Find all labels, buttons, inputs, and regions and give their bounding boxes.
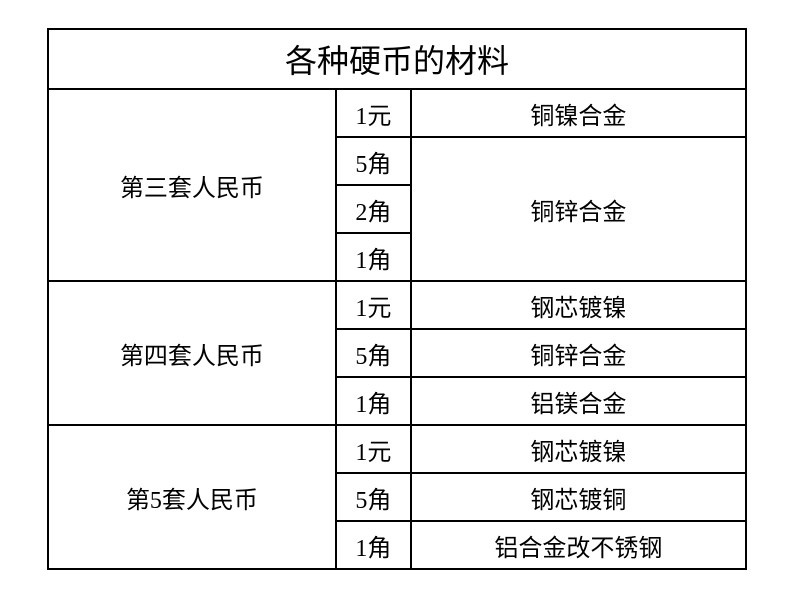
table-title-row: 各种硬币的材料 (48, 29, 746, 89)
table-title: 各种硬币的材料 (48, 29, 746, 89)
denomination-cell: 1元 (336, 89, 411, 137)
denomination-cell: 1角 (336, 233, 411, 281)
material-cell: 铜镍合金 (411, 89, 746, 137)
denomination-cell: 5角 (336, 137, 411, 185)
denomination-cell: 5角 (336, 473, 411, 521)
coin-materials-table: 各种硬币的材料 第三套人民币 1元 铜镍合金 5角 铜锌合金 2角 1角 第四套… (47, 28, 747, 570)
material-cell: 钢芯镀铜 (411, 473, 746, 521)
material-cell: 铜锌合金 (411, 329, 746, 377)
denomination-cell: 1元 (336, 425, 411, 473)
series-cell: 第四套人民币 (48, 281, 336, 425)
material-cell: 铝合金改不锈钢 (411, 521, 746, 569)
material-cell: 钢芯镀镍 (411, 425, 746, 473)
denomination-cell: 2角 (336, 185, 411, 233)
table-row: 第三套人民币 1元 铜镍合金 (48, 89, 746, 137)
denomination-cell: 1角 (336, 377, 411, 425)
denomination-cell: 1元 (336, 281, 411, 329)
material-cell: 铜锌合金 (411, 137, 746, 281)
material-cell: 钢芯镀镍 (411, 281, 746, 329)
series-cell: 第三套人民币 (48, 89, 336, 281)
denomination-cell: 5角 (336, 329, 411, 377)
table-row: 第四套人民币 1元 钢芯镀镍 (48, 281, 746, 329)
table-row: 第5套人民币 1元 钢芯镀镍 (48, 425, 746, 473)
denomination-cell: 1角 (336, 521, 411, 569)
series-cell: 第5套人民币 (48, 425, 336, 569)
material-cell: 铝镁合金 (411, 377, 746, 425)
